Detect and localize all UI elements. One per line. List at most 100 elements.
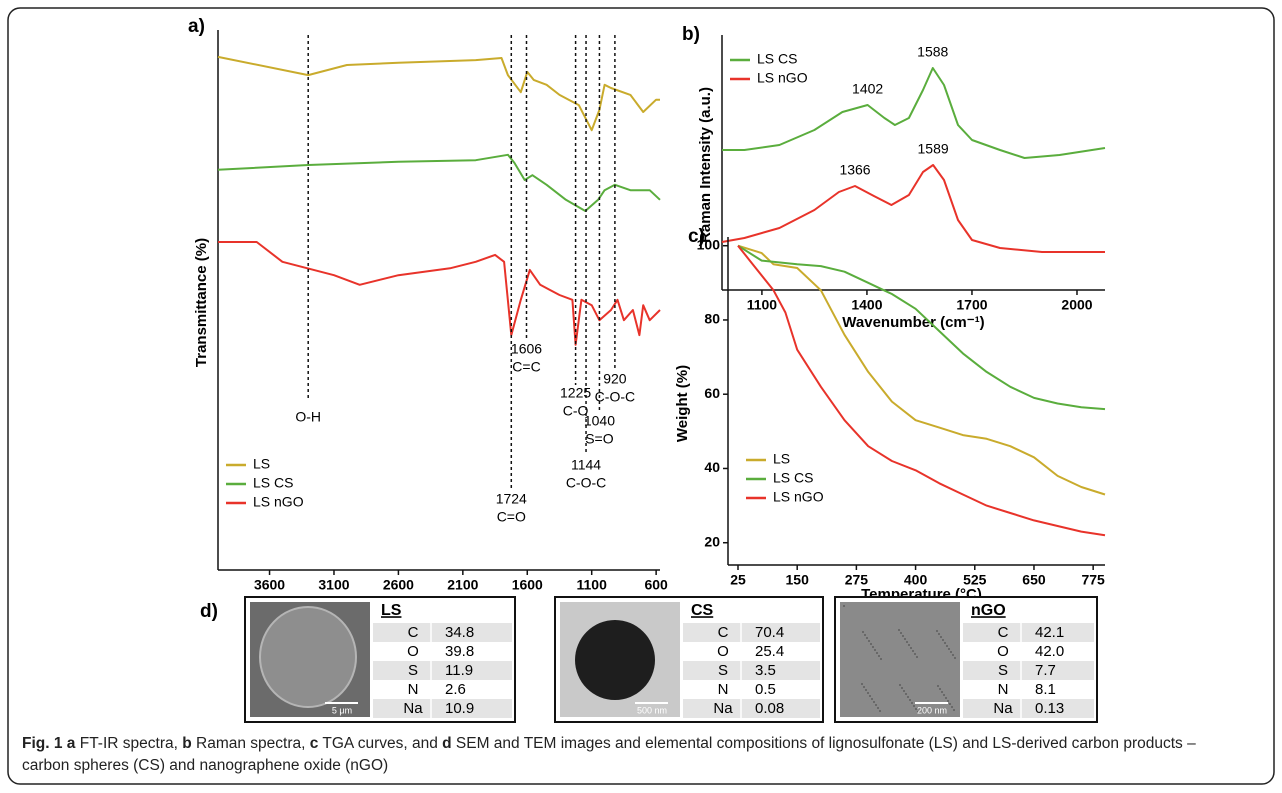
table-row bbox=[683, 661, 820, 680]
scale-bar-label: 500 nm bbox=[637, 705, 667, 715]
speck bbox=[875, 704, 877, 706]
y-axis-title: Weight (%) bbox=[674, 365, 691, 442]
speck bbox=[913, 705, 915, 707]
band-wavenumber: 1225 bbox=[560, 385, 591, 401]
band-assignment: C-O-C bbox=[595, 389, 635, 405]
speck bbox=[953, 709, 955, 711]
speck bbox=[944, 642, 946, 644]
table-row bbox=[963, 680, 1094, 699]
x-tick-label: 400 bbox=[904, 572, 928, 588]
speck bbox=[878, 655, 880, 657]
x-tick-label: 3100 bbox=[318, 577, 349, 593]
speck bbox=[861, 683, 863, 685]
speck bbox=[940, 636, 942, 638]
table-row bbox=[373, 699, 512, 718]
element: O bbox=[717, 643, 729, 660]
x-tick-label: 1100 bbox=[747, 297, 778, 313]
speck bbox=[880, 658, 882, 660]
table-row bbox=[963, 699, 1094, 718]
speck bbox=[902, 635, 904, 637]
caption-text: FT-IR spectra, bbox=[75, 735, 183, 752]
speck bbox=[905, 693, 907, 695]
table-row bbox=[373, 642, 512, 661]
x-tick-label: 25 bbox=[730, 572, 746, 588]
speck bbox=[912, 650, 914, 652]
element-value: 0.13 bbox=[1035, 700, 1064, 717]
speck bbox=[865, 689, 867, 691]
speck bbox=[900, 632, 902, 634]
speck bbox=[949, 703, 951, 705]
series-line bbox=[217, 55, 660, 132]
element: N bbox=[408, 681, 419, 698]
speck bbox=[876, 652, 878, 654]
series-line bbox=[722, 67, 1106, 159]
speck bbox=[945, 697, 947, 699]
caption-text: d bbox=[442, 735, 452, 752]
speck bbox=[911, 702, 913, 704]
element: C bbox=[718, 624, 729, 641]
caption-text: c bbox=[309, 735, 319, 752]
speck bbox=[870, 643, 872, 645]
element-value: 42.1 bbox=[1035, 624, 1064, 641]
legend-label: LS nGO bbox=[773, 489, 824, 505]
caption: Fig. 1 a FT-IR spectra, b Raman spectra,… bbox=[22, 733, 1242, 777]
band-wavenumber: 1606 bbox=[511, 341, 542, 357]
peak-label: 1589 bbox=[918, 141, 949, 157]
speck bbox=[874, 649, 876, 651]
legend-label: LS bbox=[773, 451, 790, 467]
element: S bbox=[718, 662, 728, 679]
series-line bbox=[737, 244, 1106, 411]
speck bbox=[872, 646, 874, 648]
table-row bbox=[373, 623, 512, 642]
speck bbox=[871, 698, 873, 700]
speck bbox=[877, 707, 879, 709]
speck bbox=[843, 605, 845, 607]
speck bbox=[915, 708, 917, 710]
x-tick-label: 3600 bbox=[254, 577, 285, 593]
series-line bbox=[737, 244, 1106, 496]
speck bbox=[901, 687, 903, 689]
legend-label: LS bbox=[253, 456, 270, 472]
speck bbox=[941, 691, 943, 693]
element-value: 11.9 bbox=[445, 662, 473, 679]
speck bbox=[907, 696, 909, 698]
element: S bbox=[408, 662, 418, 679]
speck bbox=[954, 657, 956, 659]
series-line bbox=[217, 153, 661, 212]
band-wavenumber: 1040 bbox=[584, 413, 615, 429]
speck bbox=[868, 640, 870, 642]
speck bbox=[869, 695, 871, 697]
table-row bbox=[373, 680, 512, 699]
speck bbox=[947, 700, 949, 702]
series-line bbox=[218, 241, 661, 346]
x-tick-label: 775 bbox=[1081, 572, 1105, 588]
speck bbox=[899, 684, 901, 686]
y-tick-label: 100 bbox=[697, 236, 721, 252]
speck bbox=[864, 634, 866, 636]
element-value: 0.5 bbox=[755, 681, 776, 698]
element: C bbox=[408, 624, 419, 641]
speck bbox=[866, 637, 868, 639]
speck bbox=[906, 641, 908, 643]
table-row bbox=[683, 699, 820, 718]
x-tick-label: 2600 bbox=[383, 577, 414, 593]
x-tick-label: 650 bbox=[1022, 572, 1046, 588]
scale-bar-label: 5 μm bbox=[332, 705, 352, 715]
legend-label: LS CS bbox=[253, 475, 293, 491]
y-tick-label: 40 bbox=[704, 459, 720, 475]
element-value: 10.9 bbox=[445, 700, 474, 717]
panel-label: d) bbox=[200, 601, 218, 622]
table-row bbox=[683, 623, 820, 642]
y-axis-title: Raman Intensity (a.u.) bbox=[697, 87, 714, 243]
speck bbox=[873, 701, 875, 703]
band-assignment: C=O bbox=[497, 509, 526, 525]
micrograph bbox=[250, 602, 370, 717]
element-value: 7.7 bbox=[1035, 662, 1056, 679]
series-line bbox=[721, 164, 1105, 253]
x-tick-label: 1400 bbox=[851, 297, 882, 313]
peak-label: 1402 bbox=[852, 81, 883, 97]
speck bbox=[904, 638, 906, 640]
x-tick-label: 2000 bbox=[1061, 297, 1092, 313]
